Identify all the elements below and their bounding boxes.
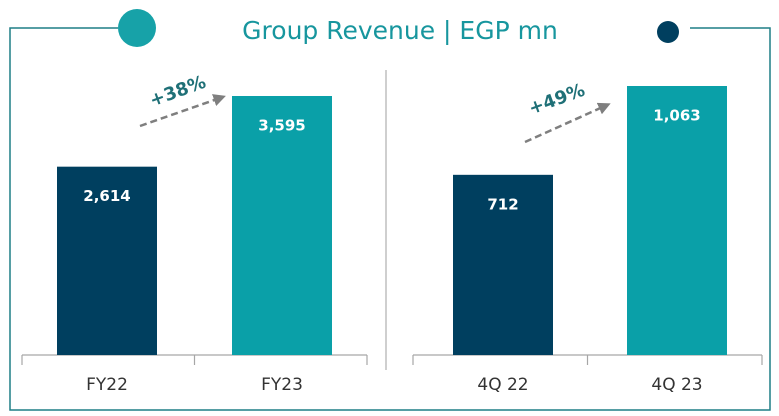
- chart-title: Group Revenue | EGP mn: [242, 16, 558, 45]
- growth-label: +38%: [147, 72, 209, 112]
- decor-dot: [657, 21, 679, 43]
- value-label: 1,063: [653, 107, 700, 125]
- frame: [9, 27, 771, 411]
- growth-arrow: [524, 102, 611, 144]
- bar: [627, 86, 727, 355]
- bar: [232, 96, 332, 355]
- value-label: 712: [487, 195, 518, 213]
- decor-circle: [118, 9, 156, 47]
- x-tick-label: 4Q 22: [477, 375, 528, 395]
- bar: [453, 174, 553, 355]
- x-tick-label: FY22: [86, 375, 128, 395]
- x-tick-label: FY23: [261, 375, 303, 395]
- value-label: 2,614: [83, 187, 130, 205]
- growth-arrow: [139, 94, 226, 128]
- bar: [57, 166, 157, 355]
- x-tick-label: 4Q 23: [651, 375, 702, 395]
- value-label: 3,595: [258, 117, 305, 135]
- growth-label: +49%: [526, 80, 588, 120]
